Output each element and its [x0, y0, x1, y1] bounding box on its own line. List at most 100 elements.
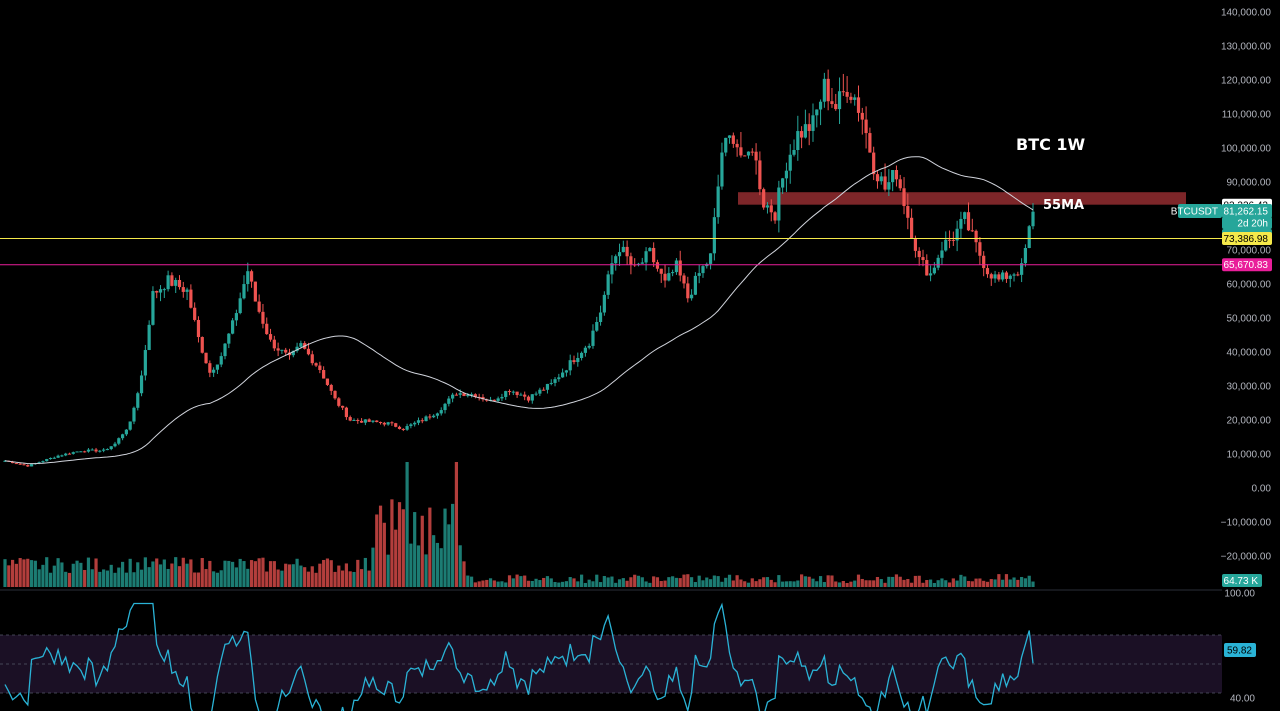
- candle: [386, 421, 390, 426]
- volume-bar: [731, 580, 735, 587]
- volume-bar: [504, 582, 508, 587]
- candle: [352, 418, 356, 422]
- candle: [71, 451, 75, 455]
- volume-bar: [743, 581, 747, 587]
- candle: [151, 286, 155, 326]
- volume-bar: [689, 577, 694, 587]
- volume-bars: [3, 462, 1035, 587]
- candle: [200, 336, 204, 354]
- candle: [348, 415, 352, 422]
- candle: [1023, 244, 1028, 267]
- candle: [162, 287, 166, 299]
- volume-bar: [708, 579, 713, 587]
- volume-bar: [511, 578, 515, 587]
- candle: [921, 249, 925, 267]
- candle: [993, 270, 997, 283]
- candle: [322, 366, 326, 379]
- volume-bar: [193, 572, 197, 587]
- candle: [970, 218, 974, 233]
- volume-bar: [610, 576, 614, 587]
- volume-bar: [693, 582, 697, 587]
- candle: [109, 446, 113, 451]
- volume-bar: [26, 558, 30, 587]
- candle: [777, 180, 781, 233]
- candle: [834, 93, 838, 111]
- candle: [868, 127, 872, 153]
- candle: [788, 144, 792, 184]
- volume-bar: [325, 558, 330, 587]
- candle: [542, 387, 546, 391]
- volume-bar: [883, 582, 887, 587]
- volume-bar: [913, 575, 918, 587]
- candle: [705, 262, 709, 269]
- candle: [67, 452, 72, 455]
- volume-bar: [481, 580, 485, 587]
- volume-bar: [234, 567, 238, 587]
- candle: [14, 462, 18, 465]
- volume-bar: [257, 558, 261, 587]
- volume-bar: [212, 571, 216, 587]
- candle: [1027, 224, 1031, 249]
- candle: [189, 284, 193, 309]
- volume-bar: [667, 577, 671, 587]
- candle: [803, 109, 807, 139]
- volume-bar: [306, 571, 311, 587]
- candle: [800, 126, 804, 149]
- candle: [249, 269, 254, 288]
- price-tick-label: 120,000.00: [1221, 76, 1271, 87]
- volume-bar: [515, 574, 519, 587]
- volume-bar: [56, 558, 60, 587]
- volume-bar: [932, 582, 936, 587]
- volume-bar: [826, 575, 830, 587]
- volume-bar: [849, 581, 853, 587]
- candle: [762, 187, 766, 210]
- volume-bar: [818, 576, 823, 587]
- candle: [982, 251, 986, 277]
- candle: [60, 454, 64, 458]
- volume-bar: [265, 571, 269, 587]
- volume-bar: [617, 579, 622, 587]
- volume-bar: [781, 581, 785, 587]
- volume-bar: [792, 581, 796, 587]
- price-tick-label: 50,000.00: [1227, 314, 1272, 325]
- candle: [113, 441, 117, 448]
- volume-bar: [113, 572, 117, 587]
- candle: [853, 94, 857, 106]
- volume-bar: [98, 571, 102, 587]
- candle: [170, 272, 174, 287]
- svg-text:65,670.83: 65,670.83: [1224, 260, 1269, 271]
- candle: [910, 208, 914, 239]
- candle: [545, 383, 550, 394]
- volume-bar: [371, 547, 375, 587]
- volume-bar: [94, 558, 98, 587]
- symbol-badge: BTCUSDT: [1171, 204, 1222, 218]
- rsi-tick-label: 100.00: [1224, 589, 1255, 600]
- rsi-line: [4, 602, 1034, 711]
- rsi-value-badge: 59.82: [1224, 643, 1256, 657]
- candle: [469, 392, 474, 398]
- candle: [18, 462, 22, 465]
- zones-layer: [738, 192, 1186, 205]
- volume-bar: [86, 557, 91, 587]
- volume-bar: [549, 578, 553, 587]
- candle: [428, 414, 432, 420]
- candle: [1031, 203, 1035, 230]
- volume-bar: [944, 580, 948, 587]
- candle: [439, 407, 443, 416]
- volume-bar: [602, 576, 606, 587]
- rsi-pane: 100.00 40.00: [0, 589, 1255, 711]
- candle: [466, 392, 470, 398]
- volume-bar: [947, 582, 952, 587]
- volume-bar: [678, 578, 682, 587]
- candle: [215, 364, 220, 374]
- volume-bar: [989, 579, 993, 587]
- volume-bar: [132, 572, 136, 587]
- candle: [655, 259, 660, 272]
- volume-bar: [811, 578, 815, 587]
- candle: [974, 229, 978, 253]
- volume-bar: [18, 558, 22, 587]
- candle: [496, 396, 500, 403]
- candle: [128, 421, 132, 431]
- candle: [325, 378, 330, 387]
- candle: [894, 165, 899, 187]
